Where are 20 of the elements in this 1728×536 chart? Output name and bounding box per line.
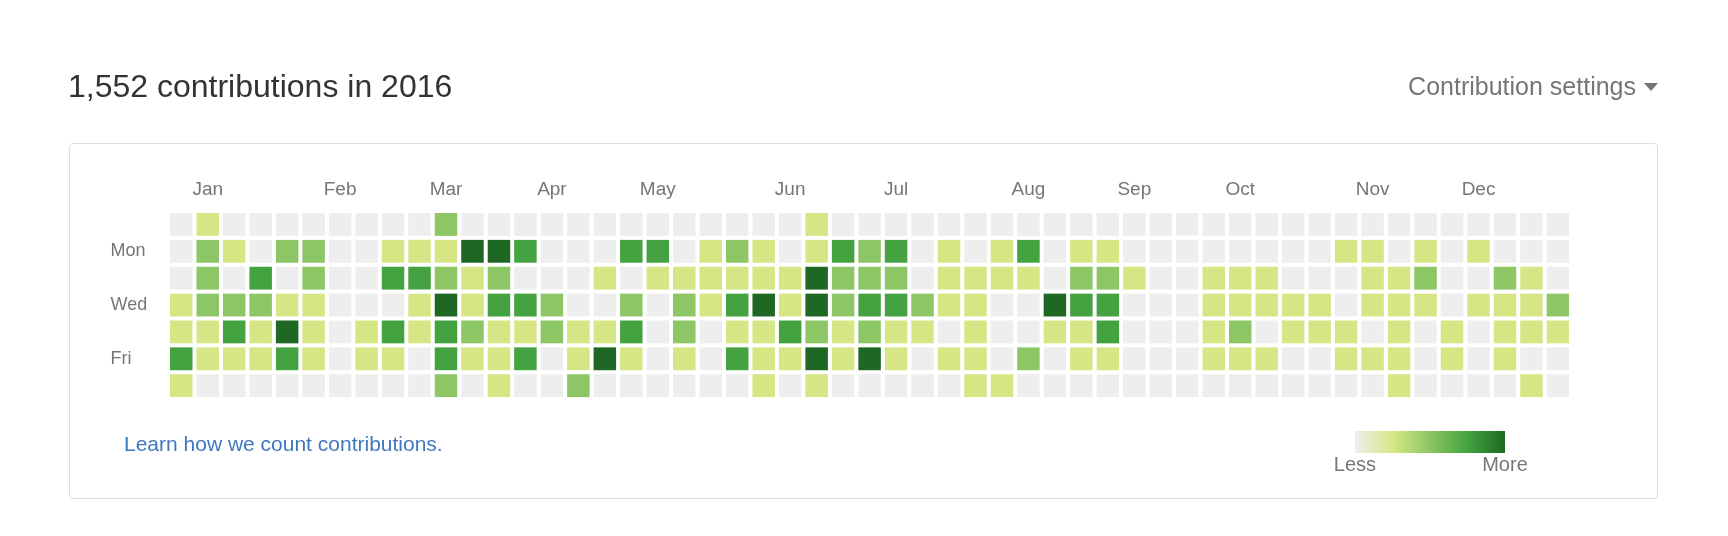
y-tick-label: Wed xyxy=(110,294,148,315)
x-tick-label: Sep xyxy=(1117,178,1152,200)
x-tick-label: May xyxy=(639,178,677,200)
x-tick-label: Jan xyxy=(192,178,224,200)
x-tick-label: Oct xyxy=(1225,178,1256,200)
chart-title: 1,552 contributions in 2016 xyxy=(68,68,453,105)
text: Learn how we count contributions. xyxy=(124,432,443,456)
x-tick-label: Nov xyxy=(1355,178,1390,200)
color-bar-label: More xyxy=(1482,452,1528,475)
y-tick-label: Fri xyxy=(110,347,132,368)
text: Contribution settings xyxy=(1408,72,1636,101)
x-tick-label: Mar xyxy=(429,178,463,200)
x-tick-label: Aug xyxy=(1011,178,1046,200)
x-tick-label: Jul xyxy=(883,178,909,200)
x-tick-label: Dec xyxy=(1461,178,1496,200)
x-tick-label: Apr xyxy=(537,178,567,200)
x-tick-label: Feb xyxy=(323,178,357,200)
color-bar-label: Less xyxy=(1333,452,1377,475)
x-tick-label: Jun xyxy=(774,178,806,200)
y-tick-label: Mon xyxy=(110,240,146,261)
